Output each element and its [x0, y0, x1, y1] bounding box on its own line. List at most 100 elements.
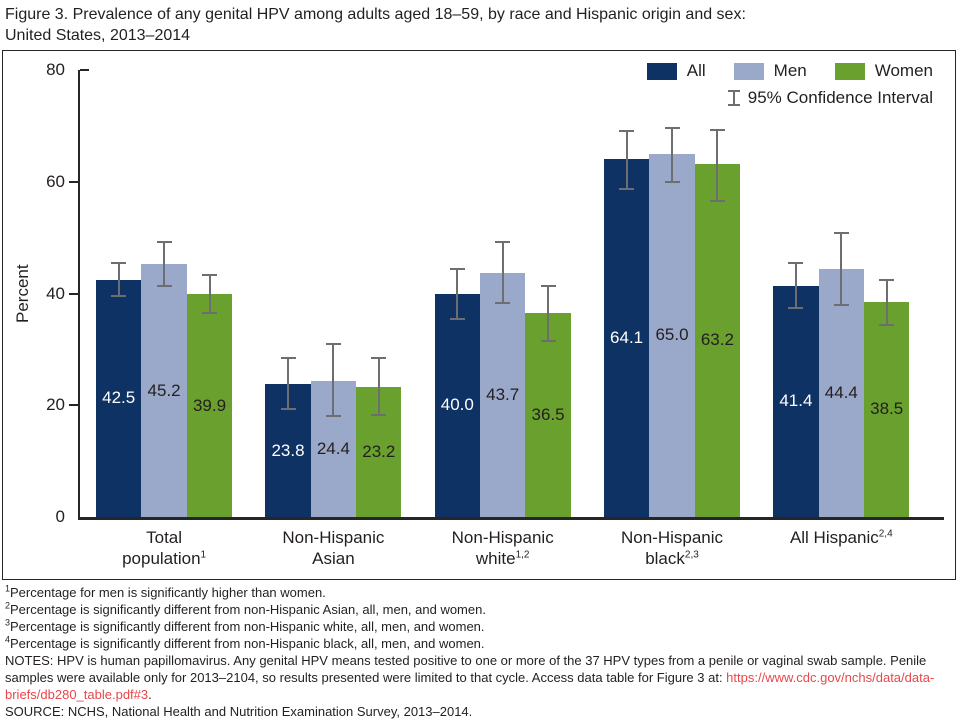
footnotes: 1Percentage for men is significantly hig… [5, 584, 955, 652]
bar-value-men-2: 43.7 [486, 384, 520, 404]
footnote-1: 1Percentage for men is significantly hig… [5, 583, 326, 600]
bar-value-all-1: 23.8 [271, 440, 305, 460]
error-bar-all-3 [625, 131, 628, 189]
error-bar-men-4 [840, 233, 843, 306]
bar-value-women-2: 36.5 [531, 405, 565, 425]
error-bar-all-4 [794, 263, 797, 308]
category-label-line: Non-Hispanic [620, 528, 724, 547]
error-cap-bottom-men-4 [833, 304, 849, 307]
y-tick-60 [69, 180, 78, 183]
category-label-3: Non-Hispanic black2,3 [587, 527, 757, 569]
footnote-marker: 2,4 [878, 528, 893, 540]
y-tick-40 [69, 292, 78, 295]
error-cap-top-men-4 [833, 232, 849, 235]
legend-confidence-interval: 95% Confidence Interval [726, 88, 933, 108]
footnote-4: 4Percentage is significantly different f… [5, 634, 485, 651]
error-cap-top-women-1 [371, 356, 387, 359]
category-label-2: Non-Hispanic white1,2 [418, 527, 588, 569]
category-label-line: Total [146, 528, 183, 547]
legend-label-men: Men [773, 61, 807, 80]
bar-women-3 [694, 163, 741, 517]
category-label-line: population1 [122, 549, 207, 568]
bar-women-2 [525, 313, 571, 517]
footnote-marker: 2,3 [684, 549, 699, 561]
figure-title-line1: Figure 3. Prevalence of any genital HPV … [5, 6, 746, 23]
y-axis [78, 70, 80, 517]
error-bar-all-0 [117, 262, 120, 297]
bar-value-men-3: 65.0 [655, 325, 689, 345]
ci-legend-label: 95% Confidence Interval [747, 88, 933, 107]
legend-label-women: Women [874, 61, 933, 80]
error-cap-bottom-all-0 [111, 295, 127, 298]
category-label-line: black2,3 [645, 549, 699, 568]
error-cap-top-men-3 [664, 126, 680, 129]
error-cap-bottom-women-0 [202, 312, 217, 315]
plot-area: 0 20 40 60 80 42.5 23.8 40.0 64.1 41.4 45.2 24.4 43.… [3, 51, 955, 579]
legend-swatch-women [834, 62, 865, 80]
bar-value-men-1: 24.4 [316, 438, 350, 458]
error-cap-bottom-men-1 [325, 414, 341, 417]
error-cap-top-all-2 [449, 267, 465, 270]
bar-value-men-4: 44.4 [824, 382, 858, 402]
category-label-line: Non-Hispanic [282, 528, 385, 547]
chart-frame: All Men Women 95% Confidence Interval Pe… [2, 50, 956, 580]
error-bar-women-1 [377, 357, 380, 416]
figure-title-line2: United States, 2013–2014 [5, 27, 191, 44]
bar-value-women-1: 23.2 [362, 442, 396, 462]
bar-all-3 [603, 158, 650, 517]
y-tick-label-80: 80 [46, 60, 65, 79]
error-bar-men-0 [163, 242, 166, 287]
notes-text: NOTES: HPV is human papillomavirus. Any … [5, 653, 927, 685]
error-bar-women-4 [885, 280, 888, 325]
notes-paragraph: NOTES: HPV is human papillomavirus. Any … [5, 652, 955, 703]
bar-women-4 [864, 301, 910, 517]
error-bar-men-3 [671, 127, 673, 182]
error-bar-men-1 [332, 343, 335, 416]
error-cap-top-all-4 [788, 262, 804, 265]
error-cap-top-women-3 [709, 128, 725, 131]
error-bar-all-1 [287, 358, 289, 410]
y-tick-label-20: 20 [46, 395, 65, 415]
legend-swatch-men [733, 62, 764, 80]
bar-value-all-4: 41.4 [779, 391, 813, 411]
data-table-link[interactable]: https://www.cdc.gov/nchs/data/data-brief… [5, 670, 935, 702]
error-bar-women-0 [208, 275, 211, 314]
category-label-line: Asian [312, 549, 355, 568]
footnote-marker: 1,2 [515, 549, 530, 561]
chart-legend: All Men Women [646, 61, 933, 81]
error-cap-bottom-men-0 [156, 285, 172, 288]
error-cap-top-women-0 [202, 274, 217, 277]
category-label-1: Non-Hispanic Asian [248, 527, 418, 569]
error-cap-bottom-all-3 [619, 188, 635, 190]
error-cap-top-men-0 [156, 241, 172, 244]
figure-title: Figure 3. Prevalence of any genital HPV … [5, 4, 885, 46]
y-tick-20 [69, 404, 78, 407]
error-cap-bottom-women-3 [709, 199, 725, 202]
error-bar-women-3 [716, 129, 719, 201]
error-cap-bottom-women-2 [540, 339, 556, 342]
error-cap-top-all-3 [619, 130, 635, 133]
error-cap-bottom-women-4 [879, 323, 895, 326]
error-cap-bottom-all-2 [449, 317, 465, 320]
notes-suffix: . [148, 687, 152, 702]
category-label-4: All Hispanic2,4 [756, 527, 926, 548]
y-tick-80 [80, 69, 89, 71]
bar-value-women-3: 63.2 [700, 330, 734, 350]
bar-all-2 [434, 293, 480, 517]
legend-item-men: Men [733, 61, 807, 81]
footnote-marker: 1 [200, 549, 207, 561]
footnote-block: 1Percentage for men is significantly hig… [5, 584, 955, 720]
footnote-3: 3Percentage is significantly different f… [5, 617, 485, 634]
source-line: SOURCE: NCHS, National Health and Nutrit… [5, 704, 473, 719]
error-cap-bottom-all-1 [280, 408, 296, 411]
bar-value-men-0: 45.2 [147, 380, 181, 400]
error-cap-top-men-1 [325, 342, 341, 345]
error-cap-bottom-all-4 [788, 307, 804, 310]
footnote-2: 2Percentage is significantly different f… [5, 600, 486, 617]
bar-men-0 [141, 264, 187, 517]
legend-item-women: Women [834, 61, 933, 81]
error-bar-women-2 [547, 286, 550, 341]
y-tick-label-0: 0 [55, 507, 65, 526]
y-tick-label-60: 60 [46, 171, 65, 191]
